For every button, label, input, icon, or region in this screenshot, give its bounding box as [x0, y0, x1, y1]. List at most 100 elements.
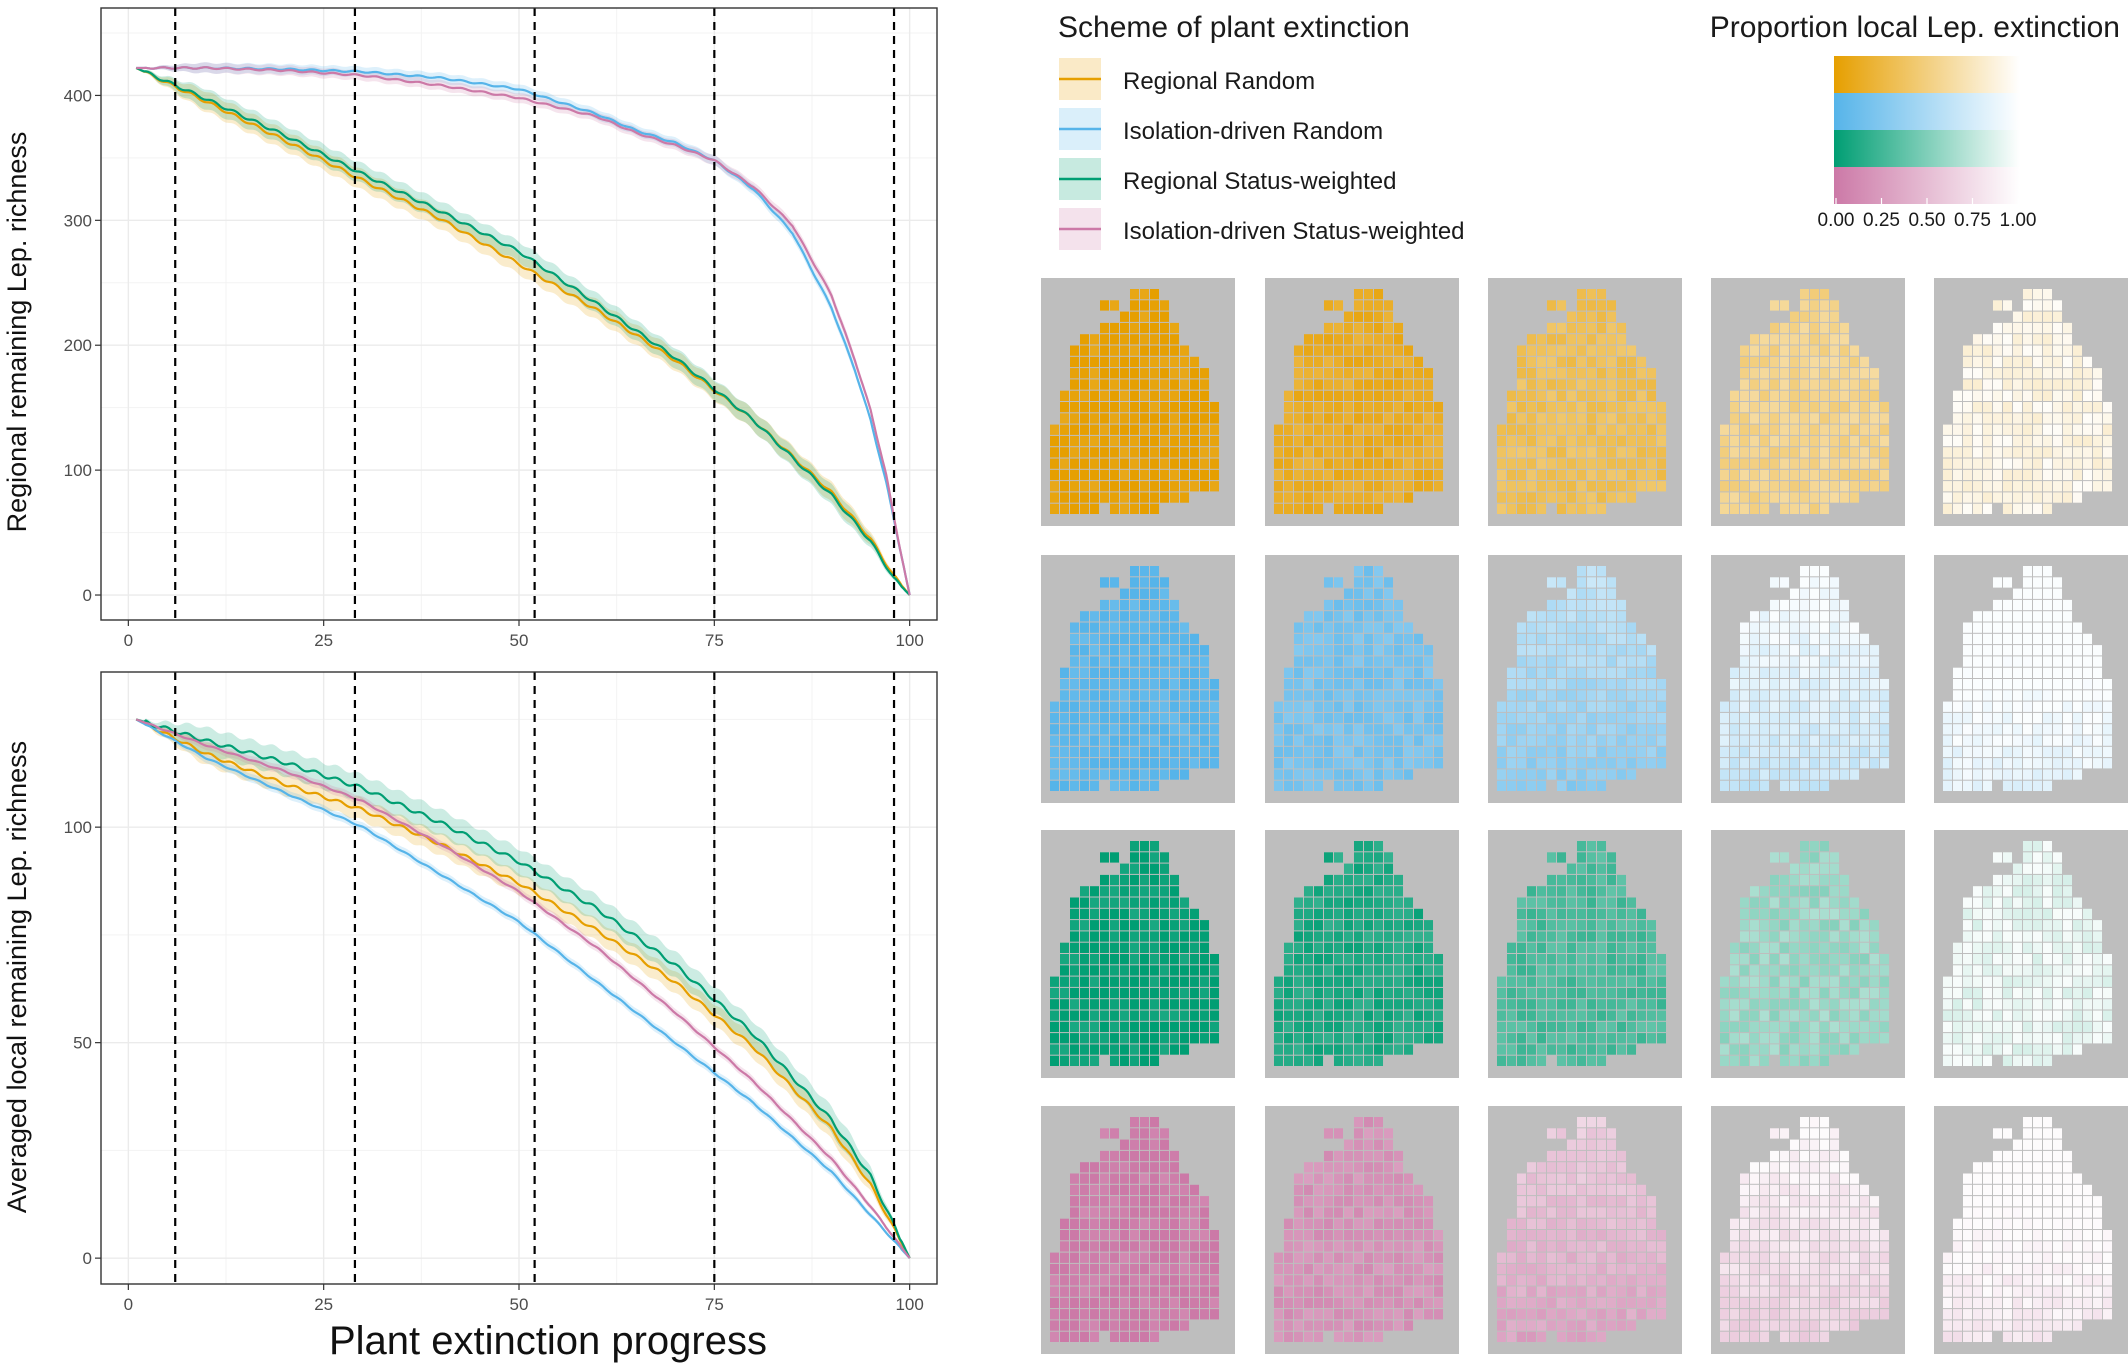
map-cell — [1577, 368, 1586, 379]
bottom-y-axis-title: Averaged local remaining Lep. richness — [2, 741, 32, 1213]
map-cell — [1190, 447, 1199, 458]
map-cell — [1820, 481, 1829, 492]
map-cell — [1404, 667, 1413, 678]
map-cell — [1120, 874, 1129, 886]
map-cell — [1517, 458, 1526, 469]
map-cell — [1140, 390, 1149, 401]
top-plot-border — [100, 7, 938, 621]
map-cell — [1424, 481, 1433, 492]
map-cell — [1537, 611, 1546, 622]
map-cell — [1607, 1252, 1616, 1263]
map-cell — [1394, 368, 1403, 379]
map-cell — [2003, 1010, 2012, 1021]
map-cell — [1060, 413, 1069, 424]
map-cell — [1364, 577, 1373, 588]
map-cell — [1404, 1010, 1413, 1021]
map-cell — [2023, 852, 2032, 863]
map-cell — [1963, 758, 1972, 769]
map-cell — [1577, 503, 1586, 514]
map-cell — [1860, 1207, 1869, 1218]
map-cell — [1720, 701, 1729, 712]
map-cell — [2083, 999, 2092, 1010]
map-cell — [1647, 435, 1656, 447]
map-cell — [1324, 1044, 1333, 1055]
map-cell — [1414, 735, 1423, 746]
map-cell — [1080, 1275, 1089, 1286]
map-cell — [1740, 656, 1749, 667]
map-cell — [1374, 503, 1383, 514]
map-cell — [1750, 999, 1759, 1010]
map-cell — [1324, 920, 1333, 931]
map-cell — [1617, 701, 1626, 712]
map-cell — [1324, 1252, 1333, 1263]
map-cell — [1557, 886, 1566, 897]
map-cell — [1140, 1275, 1149, 1286]
map-cell — [1820, 413, 1829, 424]
map-cell — [1354, 780, 1363, 791]
map-cell — [1740, 390, 1749, 401]
map-cell — [1190, 1286, 1199, 1297]
map-cell — [2023, 1021, 2032, 1033]
map-cell — [1070, 769, 1079, 780]
map-cell — [1647, 999, 1656, 1010]
map-cell — [1597, 1055, 1606, 1066]
map-cell — [1587, 300, 1596, 311]
map-cell — [1150, 368, 1159, 379]
map-cell — [1760, 999, 1769, 1010]
map-cell — [1170, 368, 1179, 379]
map-cell — [1953, 690, 1962, 701]
map-cell — [2023, 987, 2032, 999]
map-cell — [1547, 1150, 1556, 1162]
map-cell — [1750, 458, 1759, 469]
map-cell — [1384, 931, 1393, 942]
map-cell — [1830, 645, 1839, 656]
map-cell — [1607, 368, 1616, 379]
map-cell — [1070, 758, 1079, 769]
map-cell — [1800, 769, 1809, 780]
map-cell — [1404, 1196, 1413, 1207]
map-cell — [1993, 769, 2002, 780]
map-cell — [1070, 1263, 1079, 1275]
map-cell — [1110, 1218, 1119, 1229]
map-cell — [2073, 656, 2082, 667]
map-cell — [1587, 458, 1596, 469]
map-cell — [1364, 1331, 1373, 1342]
map-cell — [1140, 1044, 1149, 1055]
map-cell — [1284, 1055, 1293, 1066]
map-cell — [1140, 1331, 1149, 1342]
map-panel — [1934, 278, 2128, 526]
map-cell — [1170, 424, 1179, 435]
map-cell — [1993, 356, 2002, 368]
map-cell — [2053, 746, 2062, 758]
map-cell — [2053, 633, 2062, 645]
map-cell — [1404, 622, 1413, 633]
map-cell — [1537, 645, 1546, 656]
map-cell — [1983, 503, 1992, 514]
map-cell — [1140, 942, 1149, 953]
map-cell — [1547, 322, 1556, 334]
map-cell — [1740, 368, 1749, 379]
map-cell — [1800, 1196, 1809, 1207]
map-cell — [1557, 633, 1566, 645]
map-cell — [1577, 435, 1586, 447]
map-cell — [1344, 712, 1353, 724]
map-cell — [1130, 311, 1139, 322]
map-cell — [1637, 424, 1646, 435]
map-cell — [1374, 1297, 1383, 1309]
map-cell — [1557, 1173, 1566, 1184]
map-cell — [1190, 690, 1199, 701]
map-cell — [1657, 402, 1666, 413]
map-cell — [1850, 701, 1859, 712]
map-cell — [1394, 622, 1403, 633]
map-cell — [1983, 622, 1992, 633]
map-cell — [1110, 633, 1119, 645]
map-cell — [1284, 942, 1293, 953]
map-cell — [1140, 758, 1149, 769]
x-tick-label: 25 — [314, 631, 333, 650]
map-cell — [2053, 413, 2062, 424]
map-cell — [1150, 712, 1159, 724]
map-cell — [1497, 712, 1506, 724]
map-cell — [1657, 1297, 1666, 1309]
map-cell — [1150, 345, 1159, 356]
map-cell — [1557, 758, 1566, 769]
